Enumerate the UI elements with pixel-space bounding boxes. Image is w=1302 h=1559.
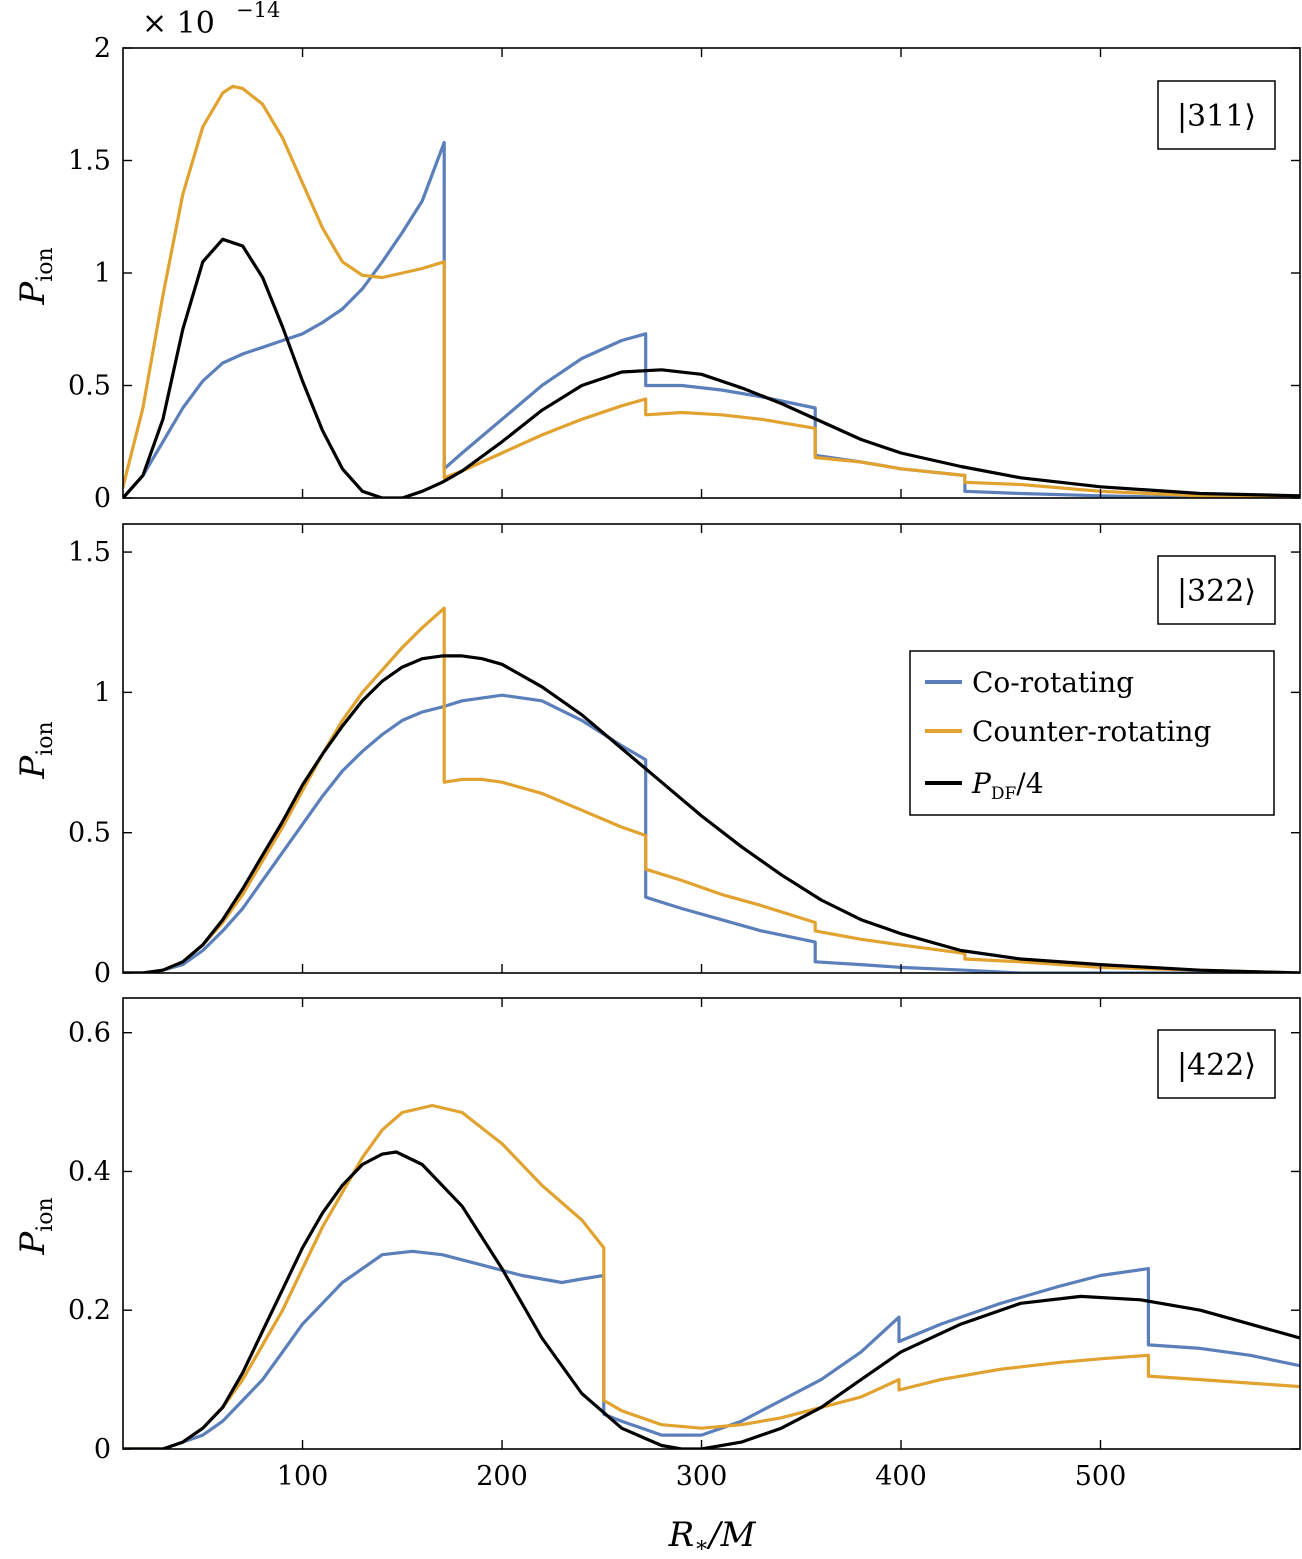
ylabel-sub: ion [33, 721, 58, 755]
ytick-label: 0 [94, 958, 111, 989]
ylabel-text: P [13, 755, 53, 780]
series-line-counter-rotating [123, 1103, 1300, 1449]
panel-311: 0 0.5 1 1.5 2 |311⟩ [68, 33, 1301, 514]
ytick-label: 1 [94, 258, 111, 289]
panel-label-box [1157, 555, 1276, 625]
svg-text:Pion: Pion [13, 1197, 58, 1255]
panel-422: 0 0.2 0.4 0.6 100 200 300 400 500 |422⟩ [68, 997, 1301, 1492]
scale-label: × 10 [142, 6, 215, 41]
xlabel-text: R [668, 1515, 695, 1555]
panel-322: 0 0.5 1 1.5 |322⟩ [68, 523, 1301, 989]
series-line-p-df-4 [123, 237, 1300, 498]
ytick-label: 2 [94, 33, 111, 64]
scale-exponent: −14 [236, 0, 280, 22]
ytick-label: 0.6 [68, 1018, 111, 1049]
legend-df-p: P [971, 767, 992, 800]
scale-factor-label: × 10 −14 [142, 0, 280, 41]
series-line-p-df-4 [123, 1150, 1300, 1449]
series-line-counter-rotating [123, 606, 1300, 973]
panel-label-box [1157, 80, 1276, 150]
panel-label: |322⟩ [1177, 574, 1256, 609]
xlabel-sub: ∗ [694, 1533, 709, 1558]
plot-frame [122, 523, 1301, 974]
series-group [123, 1103, 1300, 1449]
xtick-label: 500 [1075, 1461, 1127, 1492]
series-group [123, 84, 1300, 498]
ylabel-panel-322: Pion [13, 721, 58, 779]
panel-label: |422⟩ [1177, 1048, 1256, 1083]
legend-label-counter: Counter-rotating [972, 715, 1211, 748]
ylabel-panel-311: Pion [13, 247, 58, 305]
ylabel-panel-422: Pion [13, 1197, 58, 1255]
ytick-label: 0.2 [68, 1295, 111, 1326]
legend-box [909, 650, 1275, 816]
series-line-co-rotating [123, 693, 1300, 973]
ytick-label: 1.5 [68, 146, 111, 177]
svg-text:Pion: Pion [13, 721, 58, 779]
legend-df-rest: /4 [1016, 767, 1043, 800]
xtick-label: 200 [476, 1461, 528, 1492]
series-line-p-df-4 [123, 654, 1300, 973]
ytick-label: 0.5 [68, 818, 111, 849]
ytick-label: 0 [94, 1434, 111, 1465]
ytick-label: 0.4 [68, 1156, 111, 1187]
ylabel-text: P [13, 1231, 53, 1256]
series-group [123, 606, 1300, 973]
series-line-co-rotating [123, 140, 1300, 498]
legend-label-co: Co-rotating [972, 666, 1134, 699]
ytick-label: 0 [94, 483, 111, 514]
ylabel-text: P [13, 281, 53, 306]
plot-frame [122, 47, 1301, 499]
xlabel: R∗/M [668, 1515, 757, 1558]
xtick-label: 400 [875, 1461, 927, 1492]
panel-label: |311⟩ [1177, 99, 1256, 134]
ytick-label: 0.5 [68, 371, 111, 402]
xtick-label: 100 [277, 1461, 329, 1492]
ytick-label: 1.5 [68, 537, 111, 568]
series-line-counter-rotating [123, 84, 1300, 498]
xtick-label: 300 [676, 1461, 728, 1492]
legend-label-df: PDF/4 [971, 767, 1044, 804]
xlabel-rest: /M [706, 1515, 756, 1555]
ytick-label: 1 [94, 677, 111, 708]
legend: Co-rotating Counter-rotating PDF/4 [909, 650, 1275, 816]
series-line-co-rotating [123, 1249, 1300, 1449]
ylabel-sub: ion [33, 247, 58, 281]
svg-text:Pion: Pion [13, 247, 58, 305]
plot-frame [122, 997, 1301, 1450]
legend-df-sub: DF [991, 784, 1017, 804]
ylabel-sub: ion [33, 1197, 58, 1231]
panel-label-box [1157, 1029, 1276, 1099]
